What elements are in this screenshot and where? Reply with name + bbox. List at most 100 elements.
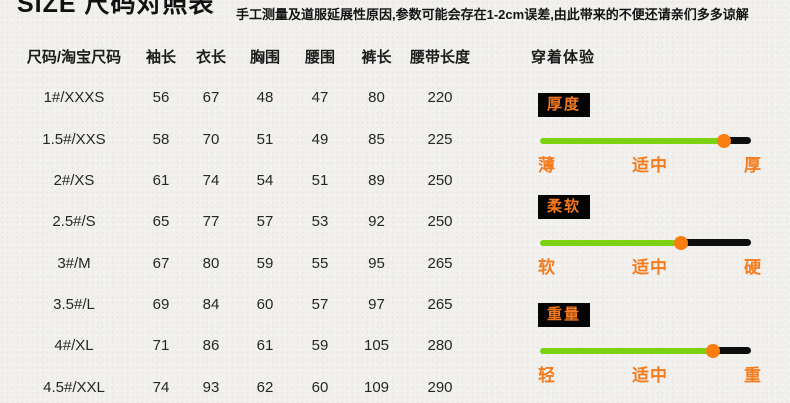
experience-sliders: 厚度 薄 适中 厚 柔软 软 适中 硬 重量	[530, 44, 782, 403]
table-cell: 109	[363, 378, 390, 396]
slider-label-left: 轻	[538, 366, 556, 385]
table-cell: 93	[202, 378, 220, 396]
slider-remainder	[681, 239, 751, 246]
table-cell: 86	[202, 337, 220, 355]
table-cell: 80	[368, 89, 385, 107]
slider-label-middle: 适中	[632, 366, 668, 385]
table-cell: 61	[152, 172, 170, 190]
table-row: 1.5#/XXS 58 70 51 49 85 225	[10, 119, 480, 160]
table-cell: 56	[152, 89, 170, 107]
table-cell: 97	[368, 295, 385, 313]
table-cell: 4.5#/XXL	[43, 378, 105, 396]
table-cell: 85	[368, 130, 385, 148]
table-cell: 51	[256, 130, 274, 148]
slider-label-left: 薄	[538, 156, 556, 175]
table-cell: 65	[152, 213, 170, 231]
table-cell: 250	[427, 172, 453, 190]
table-cell: 84	[202, 295, 220, 313]
table-cell: 4#/XL	[54, 337, 94, 355]
experience-slider: 重量 轻 适中 重	[538, 303, 762, 386]
slider-scale-labels: 软 适中 硬	[538, 253, 762, 278]
slider-handle-icon[interactable]	[674, 236, 689, 250]
slider-label-right: 重	[744, 366, 762, 385]
slider-handle-icon[interactable]	[716, 134, 731, 148]
table-cell: 74	[202, 172, 220, 190]
table-cell: 1#/XXXS	[43, 89, 105, 107]
table-cell: 61	[256, 337, 274, 355]
size-table-body: 1#/XXXS 56 67 48 47 80 220 1.5#/XXS 58 70 51 49 85 22…	[10, 77, 480, 403]
slider-track[interactable]	[540, 344, 751, 358]
measurement-disclaimer: 手工测量及道服延展性原因,参数可能会存在1-2cm误差,由此带来的不便还请亲们多…	[236, 7, 749, 22]
table-row: 4.5#/XXL 74 93 62 60 109 290	[10, 366, 480, 403]
table-cell: 48	[256, 89, 274, 107]
table-cell: 60	[256, 295, 274, 313]
table-cell: 59	[256, 254, 274, 272]
column-header: 尺码/淘宝尺码	[26, 49, 122, 67]
slider-track[interactable]	[540, 236, 751, 250]
wearing-experience-panel: 穿着体验 厚度 薄 适中 厚 柔软 软 适中 硬 重量	[530, 44, 782, 403]
table-cell: 2#/XS	[53, 172, 95, 190]
column-header: 胸围	[249, 49, 280, 67]
table-cell: 54	[256, 172, 274, 190]
experience-slider: 柔软 软 适中 硬	[538, 195, 762, 278]
slider-scale-labels: 薄 适中 厚	[538, 151, 762, 176]
table-cell: 1.5#/XXS	[42, 130, 106, 148]
table-cell: 77	[202, 213, 220, 231]
slider-label-middle: 适中	[632, 258, 668, 277]
table-cell: 220	[427, 89, 453, 107]
table-cell: 71	[152, 337, 170, 355]
size-table-header-row: 尺码/淘宝尺码 袖长 衣长 胸围 腰围 裤长 腰带长度	[10, 36, 480, 77]
table-row: 1#/XXXS 56 67 48 47 80 220	[10, 77, 480, 118]
table-cell: 57	[256, 213, 274, 231]
slider-label-middle: 适中	[632, 156, 668, 175]
table-cell: 3#/M	[57, 254, 91, 272]
table-cell: 67	[152, 254, 170, 272]
column-header: 袖长	[145, 49, 176, 67]
table-cell: 280	[427, 337, 453, 355]
slider-badge: 厚度	[538, 93, 591, 117]
table-cell: 250	[427, 213, 453, 231]
slider-remainder	[723, 137, 751, 144]
table-cell: 58	[152, 130, 170, 148]
table-cell: 265	[427, 254, 453, 272]
table-cell: 53	[311, 213, 329, 231]
table-cell: 57	[311, 295, 329, 313]
experience-slider: 厚度 薄 适中 厚	[538, 93, 762, 176]
table-cell: 2.5#/S	[52, 213, 96, 231]
slider-fill	[540, 240, 682, 246]
table-cell: 74	[152, 378, 170, 396]
table-cell: 225	[427, 130, 453, 148]
table-cell: 92	[368, 213, 385, 231]
table-row: 4#/XL 71 86 61 59 105 280	[10, 325, 480, 366]
table-cell: 80	[202, 254, 220, 272]
slider-remainder	[713, 347, 751, 354]
slider-fill	[540, 138, 724, 144]
table-cell: 47	[311, 89, 329, 107]
table-row: 3#/M 67 80 59 55 95 265	[10, 242, 480, 283]
slider-label-right: 硬	[744, 258, 762, 277]
table-cell: 69	[152, 295, 170, 313]
table-cell: 62	[256, 378, 274, 396]
slider-fill	[540, 348, 714, 354]
table-cell: 95	[368, 254, 385, 272]
table-cell: 3.5#/L	[53, 295, 95, 313]
table-cell: 105	[363, 337, 390, 355]
column-header: 腰围	[304, 49, 335, 67]
slider-handle-icon[interactable]	[706, 344, 721, 358]
table-cell: 55	[311, 254, 329, 272]
table-cell: 89	[368, 172, 385, 190]
slider-badge: 重量	[538, 303, 591, 327]
table-cell: 49	[311, 130, 329, 148]
slider-label-left: 软	[538, 258, 556, 277]
slider-label-right: 厚	[744, 156, 762, 175]
page-title: SIZE 尺码对照表	[17, 0, 215, 18]
table-row: 2#/XS 61 74 54 51 89 250	[10, 160, 480, 201]
column-header: 衣长	[195, 49, 226, 67]
table-cell: 51	[311, 172, 329, 190]
slider-badge: 柔软	[538, 195, 591, 219]
table-cell: 70	[202, 130, 220, 148]
size-table: 尺码/淘宝尺码 袖长 衣长 胸围 腰围 裤长 腰带长度 1#/XXXS 56 67 48 47 80 2…	[10, 36, 480, 403]
experience-title: 穿着体验	[531, 49, 596, 66]
slider-track[interactable]	[540, 134, 751, 148]
